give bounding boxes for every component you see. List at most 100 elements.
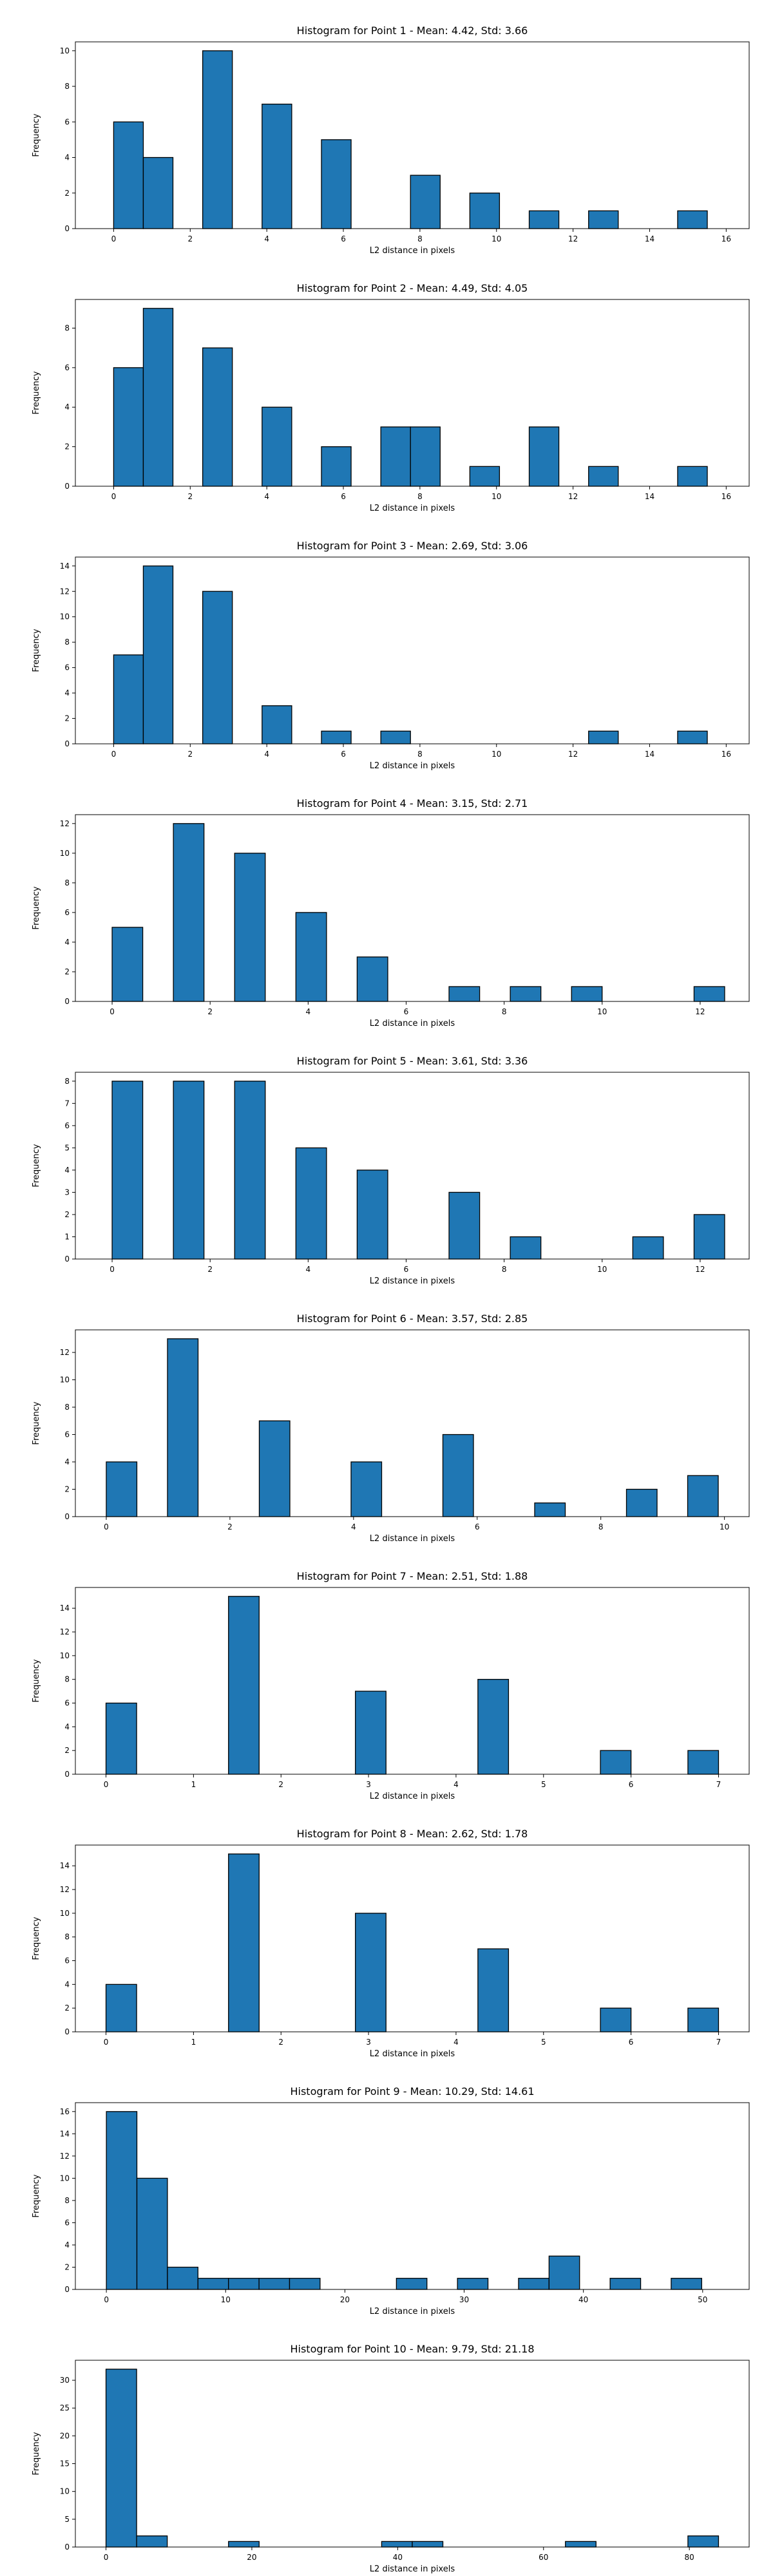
x-tick-label: 50: [698, 2295, 707, 2304]
y-tick-label: 10: [60, 1909, 70, 1918]
x-tick-label: 8: [417, 492, 423, 501]
y-tick-label: 8: [64, 878, 70, 887]
y-tick-label: 8: [64, 1933, 70, 1942]
y-tick-label: 2: [64, 714, 70, 723]
y-tick-label: 14: [60, 1604, 70, 1613]
x-tick-label: 14: [645, 750, 654, 759]
x-tick-label: 8: [502, 1265, 507, 1274]
y-tick-label: 4: [64, 2240, 70, 2249]
y-tick-label: 8: [64, 323, 70, 332]
histogram-bar: [262, 104, 292, 229]
chart-title: Histogram for Point 7 - Mean: 2.51, Std:…: [297, 1570, 528, 1582]
y-tick-label: 4: [64, 1457, 70, 1466]
x-tick-label: 3: [366, 1780, 371, 1789]
chart-title: Histogram for Point 4 - Mean: 3.15, Std:…: [297, 797, 528, 810]
histogram-bar: [469, 466, 501, 487]
x-tick-label: 6: [404, 1007, 409, 1016]
histogram-bar: [469, 193, 501, 229]
y-tick-label: 25: [60, 2403, 70, 2412]
histogram-bar: [234, 853, 266, 1002]
x-tick-label: 0: [104, 2553, 109, 2562]
histogram-bar: [295, 912, 327, 1002]
x-tick-label: 4: [264, 750, 269, 759]
x-tick-label: 16: [721, 750, 731, 759]
x-tick-label: 10: [491, 234, 501, 243]
histogram-bar: [588, 210, 619, 229]
y-tick-label: 2: [64, 1210, 70, 1219]
y-tick-label: 0: [64, 2543, 70, 2552]
y-tick-label: 14: [60, 562, 70, 571]
axes-frame: [75, 41, 750, 229]
histogram-bar: [202, 347, 233, 487]
y-tick-label: 8: [64, 1077, 70, 1086]
y-tick-label: 12: [60, 2152, 70, 2161]
x-tick-label: 1: [191, 2038, 196, 2047]
x-axis-label: L2 distance in pixels: [370, 246, 455, 256]
histogram-bar: [113, 654, 144, 744]
histogram-panel: Histogram for Point 10 - Mean: 9.79, Std…: [0, 2318, 773, 2576]
histogram-bar: [262, 406, 292, 487]
histogram-bar: [356, 956, 388, 1002]
histogram-bar: [142, 565, 174, 744]
histogram-panel: Histogram for Point 6 - Mean: 3.57, Std:…: [0, 1288, 773, 1546]
x-tick-label: 80: [685, 2553, 694, 2562]
histogram-bar: [687, 2535, 720, 2548]
histogram-svg: Histogram for Point 7 - Mean: 2.51, Std:…: [32, 1570, 750, 1801]
histogram-bar: [321, 446, 352, 487]
y-tick-label: 4: [64, 153, 70, 162]
y-tick-label: 10: [60, 2174, 70, 2183]
histogram-panel: Histogram for Point 3 - Mean: 2.69, Std:…: [0, 515, 773, 773]
histogram-bar: [228, 2541, 260, 2548]
histogram-bar: [687, 1475, 719, 1517]
chart-title: Histogram for Point 10 - Mean: 9.79, Std…: [290, 2343, 534, 2355]
x-tick-label: 2: [227, 1522, 233, 1531]
x-tick-label: 2: [278, 2038, 283, 2047]
x-tick-label: 0: [110, 1007, 115, 1016]
y-tick-label: 10: [60, 46, 70, 55]
x-tick-label: 2: [187, 234, 193, 243]
histogram-bar: [477, 1679, 510, 1775]
x-axis-label: L2 distance in pixels: [370, 2564, 455, 2574]
y-tick-label: 30: [60, 2376, 70, 2385]
histogram-bar: [565, 2541, 596, 2548]
chart-title: Histogram for Point 1 - Mean: 4.42, Std:…: [297, 24, 528, 37]
y-tick-label: 4: [64, 1980, 70, 1989]
histogram-bar: [321, 730, 352, 744]
histogram-bar: [105, 2369, 137, 2548]
y-tick-label: 16: [60, 2107, 70, 2116]
histogram-bar: [381, 2541, 413, 2548]
y-tick-label: 4: [64, 402, 70, 412]
histogram-bar: [510, 986, 542, 1002]
x-tick-label: 40: [393, 2553, 403, 2562]
histogram-bar: [448, 986, 481, 1002]
histogram-bar: [548, 2255, 580, 2290]
axes-frame: [75, 814, 750, 1002]
x-tick-label: 4: [306, 1007, 311, 1016]
histogram-bar: [258, 1420, 291, 1517]
histogram-bar: [106, 1461, 138, 1517]
y-tick-label: 1: [64, 1232, 70, 1241]
histogram-svg: Histogram for Point 4 - Mean: 3.15, Std:…: [32, 797, 750, 1028]
chart-title: Histogram for Point 5 - Mean: 3.61, Std:…: [297, 1055, 528, 1067]
x-tick-label: 4: [306, 1265, 311, 1274]
histogram-bar: [167, 1338, 199, 1517]
histogram-panel: Histogram for Point 1 - Mean: 4.42, Std:…: [0, 0, 773, 258]
histogram-svg: Histogram for Point 9 - Mean: 10.29, Std…: [32, 2085, 750, 2316]
histogram-bar: [105, 1702, 137, 1775]
y-tick-label: 4: [64, 1722, 70, 1731]
histogram-bar: [295, 1147, 327, 1260]
histogram-panel: Histogram for Point 5 - Mean: 3.61, Std:…: [0, 1030, 773, 1288]
y-tick-label: 8: [64, 1675, 70, 1684]
y-axis-label: Frequency: [32, 1144, 41, 1187]
y-axis-label: Frequency: [32, 113, 41, 156]
x-tick-label: 4: [264, 492, 269, 501]
y-tick-label: 10: [60, 1651, 70, 1660]
y-tick-label: 12: [60, 1627, 70, 1636]
y-tick-label: 10: [60, 849, 70, 858]
x-tick-label: 14: [645, 492, 654, 501]
y-tick-label: 2: [64, 1746, 70, 1755]
histogram-svg: Histogram for Point 8 - Mean: 2.62, Std:…: [32, 1828, 750, 2059]
x-tick-label: 6: [629, 2038, 634, 2047]
x-axis-label: L2 distance in pixels: [370, 1276, 455, 1286]
x-tick-label: 2: [278, 1780, 283, 1789]
